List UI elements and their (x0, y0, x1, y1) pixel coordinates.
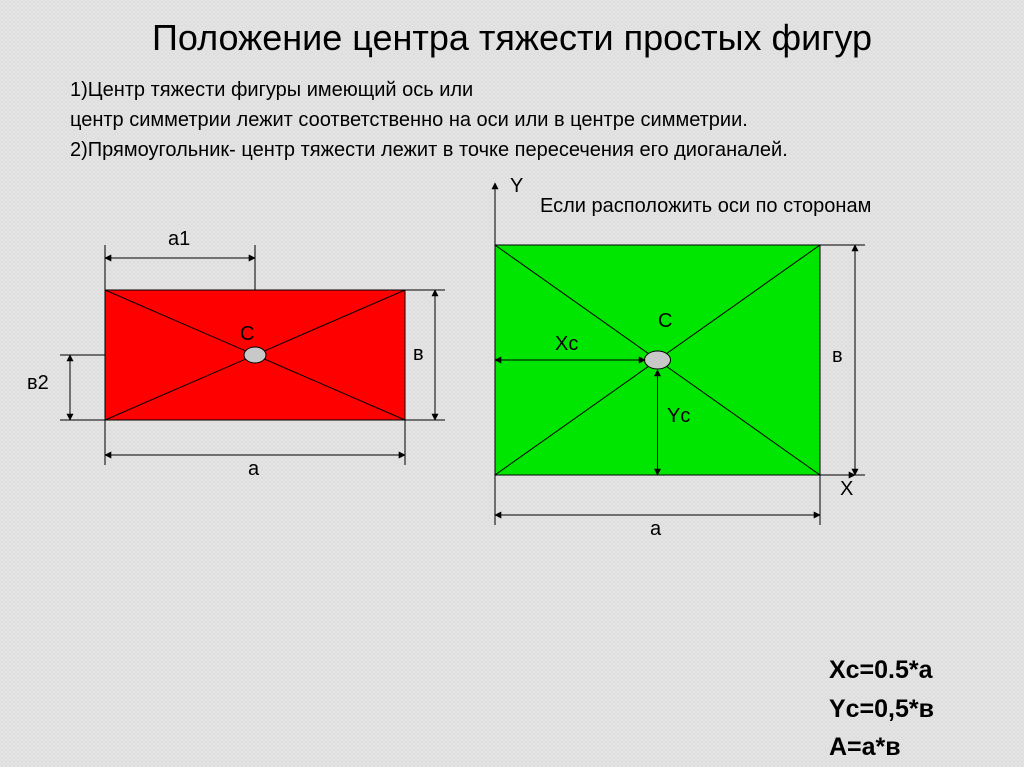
label-Y-axis: Y (510, 175, 523, 198)
description-block: 1)Центр тяжести фигуры имеющий ось или ц… (70, 75, 1024, 165)
formula-xc: Xc=0.5*а (829, 651, 934, 690)
desc-line-3: 2)Прямоугольник- центр тяжести лежит в т… (70, 135, 1024, 165)
label-a1: а1 (168, 228, 190, 251)
label-X-axis: X (840, 478, 853, 501)
label-v2: в2 (27, 372, 49, 395)
label-v-right: в (832, 345, 843, 368)
formula-yc: Yc=0,5*в (829, 690, 934, 729)
diagram-svg (0, 165, 1024, 585)
desc-line-2: центр симметрии лежит соответственно на … (70, 105, 1024, 135)
label-C-right: С (658, 310, 672, 333)
right-centroid (645, 351, 671, 369)
label-a-left: а (248, 458, 259, 481)
label-Xc: Xc (555, 333, 578, 356)
label-v-left: в (413, 343, 424, 366)
desc-line-1: 1)Центр тяжести фигуры имеющий ось или (70, 75, 1024, 105)
label-C-left: С (240, 323, 254, 346)
formula-area: А=а*в (829, 728, 934, 767)
label-a-right: а (650, 518, 661, 541)
note-right: Если расположить оси по сторонам (540, 195, 871, 218)
page-title: Положение центра тяжести простых фигур (0, 0, 1024, 60)
formulas-block: Xc=0.5*а Yc=0,5*в А=а*в (829, 651, 934, 767)
label-Yc: Yc (667, 405, 690, 428)
diagram-area: а1 в2 а в С Y X С Xc Yc а в Если располо… (0, 165, 1024, 585)
left-centroid (244, 347, 266, 363)
